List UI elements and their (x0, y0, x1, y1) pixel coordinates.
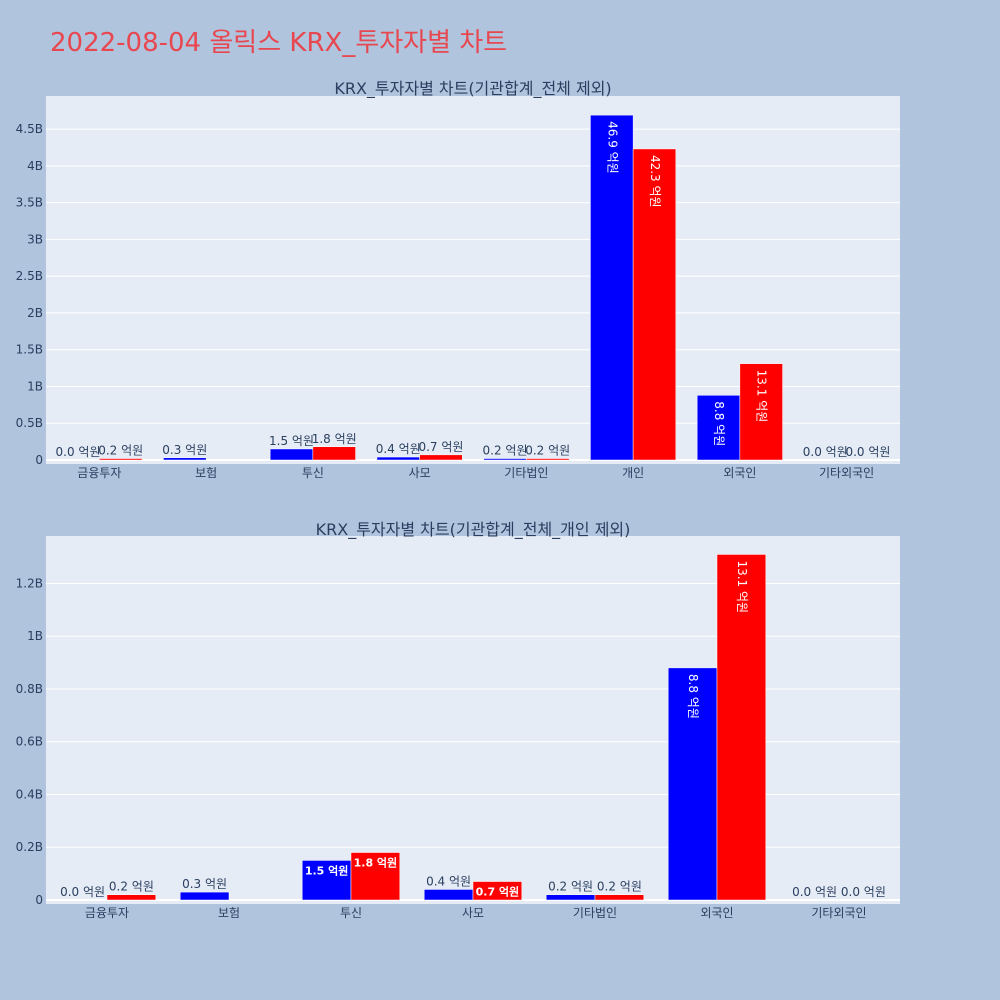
y-tick-label: 3.5B (16, 196, 43, 210)
chart-2: 0 0.2B 0.4B 0.6B 0.8B 1B 1.2B KRX_투자자별 차트(기관합계_… (16, 520, 900, 920)
bar (590, 114, 634, 461)
bar (179, 891, 230, 901)
x-tick-label: 금융투자 (77, 466, 121, 480)
bar (739, 363, 783, 461)
data-label: 0.3 억원 (182, 877, 227, 891)
x-tick-label: 외국인 (700, 906, 733, 920)
data-label: 0.3 억원 (162, 443, 207, 457)
plot-area (46, 536, 900, 904)
page-title: 2022-08-04 올릭스 KRX_투자자별 차트 (50, 28, 508, 58)
chart-title: KRX_투자자별 차트(기관합계_전체_개인 제외) (316, 520, 631, 540)
y-tick-label: 1.5B (16, 343, 43, 357)
bar (163, 457, 207, 461)
data-label: 0.2 억원 (483, 444, 528, 458)
data-label: 13.1 억원 (735, 560, 749, 613)
x-tick-label: 개인 (622, 466, 644, 480)
bar (350, 852, 401, 901)
y-tick-label: 0.4B (16, 787, 43, 801)
y-tick-label: 2.5B (16, 269, 43, 283)
data-label: 0.2 억원 (597, 880, 642, 894)
bar (667, 667, 718, 901)
data-label: 1.5 억원 (269, 434, 314, 448)
x-tick-label: 기타법인 (573, 906, 617, 920)
data-label: 0.0 억원 (803, 445, 848, 459)
data-label: 46.9 억원 (605, 121, 619, 174)
data-label: 0.2 억원 (525, 444, 570, 458)
x-tick-label: 사모 (462, 906, 484, 920)
bar (483, 458, 527, 461)
x-tick-label: 보험 (195, 466, 217, 480)
x-tick-label: 금융투자 (85, 906, 129, 920)
bar (312, 446, 356, 461)
data-label: 8.8 억원 (712, 401, 726, 446)
y-tick-label: 1.2B (16, 576, 43, 590)
data-label: 13.1 억원 (755, 370, 769, 423)
bar (472, 881, 523, 901)
data-label: 0.7 억원 (476, 885, 520, 899)
x-tick-label: 기타법인 (504, 466, 548, 480)
data-label: 0.0 억원 (845, 445, 890, 459)
data-label: 1.5 억원 (305, 863, 349, 877)
chart-title: KRX_투자자별 차트(기관합계_전체 제외) (334, 79, 611, 99)
data-label: 0.4 억원 (376, 442, 421, 456)
bar (269, 448, 314, 461)
data-label: 42.3 억원 (648, 155, 662, 208)
bar (696, 395, 741, 461)
data-label: 0.0 억원 (841, 885, 886, 899)
y-tick-label: 2B (27, 306, 43, 320)
y-tick-label: 0.6B (16, 735, 43, 749)
x-tick-label: 외국인 (723, 466, 756, 480)
data-label: 0.4 억원 (426, 874, 471, 888)
x-tick-label: 사모 (409, 466, 431, 480)
y-tick-label: 0.5B (16, 416, 43, 430)
x-tick-label: 기타외국인 (811, 906, 866, 920)
data-label: 0.0 억원 (56, 445, 101, 459)
data-label: 0.0 억원 (60, 885, 105, 899)
bar (423, 889, 474, 901)
x-tick-label: 기타외국인 (819, 466, 874, 480)
y-tick-label: 4B (27, 159, 43, 173)
data-label: 0.2 억원 (98, 444, 143, 458)
y-tick-label: 0 (35, 893, 43, 907)
bar (419, 454, 463, 461)
data-label: 0.0 억원 (792, 885, 837, 899)
bar (716, 554, 767, 901)
x-tick-label: 투신 (302, 466, 324, 480)
bar (526, 458, 570, 461)
bar (545, 894, 596, 901)
data-label: 1.8 억원 (354, 856, 398, 870)
data-label: 8.8 억원 (686, 674, 700, 719)
bar (376, 456, 420, 461)
bar (106, 894, 157, 901)
y-tick-label: 0.2B (16, 840, 43, 854)
data-label: 0.2 억원 (109, 880, 154, 894)
y-tick-label: 1B (27, 379, 43, 393)
y-tick-label: 1B (27, 629, 43, 643)
data-label: 0.7 억원 (418, 440, 463, 454)
y-tick-label: 0 (35, 453, 43, 467)
data-label: 0.2 억원 (548, 880, 593, 894)
data-label: 1.8 억원 (312, 432, 357, 446)
x-tick-label: 보험 (218, 906, 240, 920)
bar (632, 148, 677, 461)
bar (301, 860, 352, 901)
bar (99, 458, 143, 461)
y-tick-label: 3B (27, 232, 43, 246)
chart-1: 0 0.5B 1B 1.5B 2B 2.5B 3B 3.5B 4B 4.5B KRX_투자자별 차트… (16, 79, 900, 480)
y-tick-label: 0.8B (16, 682, 43, 696)
y-tick-label: 4.5B (16, 122, 43, 136)
bar (594, 894, 645, 901)
x-tick-label: 투신 (340, 906, 362, 920)
